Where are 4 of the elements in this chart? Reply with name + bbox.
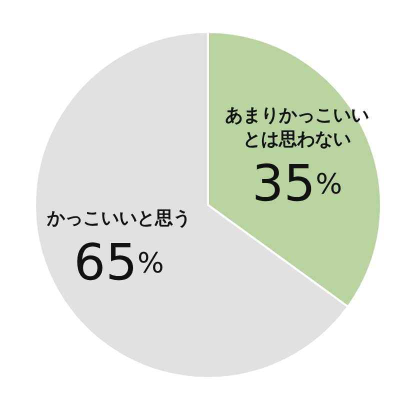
slice-label: かっこいいと思う	[46, 208, 191, 229]
data-label: 65%	[74, 233, 164, 292]
data-label: 35%	[252, 154, 342, 213]
slice-label: あまりかっこいいとは思わない	[225, 105, 370, 150]
